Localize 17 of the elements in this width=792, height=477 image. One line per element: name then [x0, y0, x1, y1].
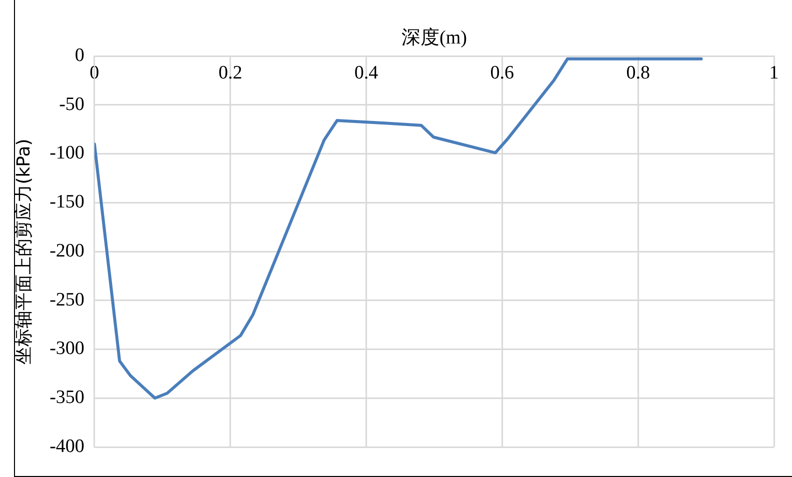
- y-tick-label: -400: [50, 436, 84, 457]
- x-axis-title: 深度(m): [401, 26, 467, 48]
- x-tick-label: 0.6: [490, 62, 514, 84]
- y-tick-label: -150: [50, 192, 84, 213]
- y-tick-label: -350: [50, 387, 84, 408]
- y-tick-label: 0: [74, 44, 84, 66]
- y-tick-label: -100: [50, 142, 84, 164]
- y-tick-label: -250: [50, 289, 84, 310]
- y-tick-label: -300: [50, 338, 84, 360]
- x-tick-label: 0.2: [218, 62, 242, 84]
- x-tick-label: 0.4: [354, 62, 379, 84]
- x-tick-label: 0.8: [626, 62, 650, 84]
- x-tick-label: 1: [769, 62, 779, 84]
- x-tick-label: 0: [90, 62, 100, 84]
- y-tick-label: -50: [59, 94, 84, 115]
- y-axis-title: 坐标轴平面上的剪应力(kPa): [13, 138, 34, 364]
- y-tick-label: -200: [50, 240, 84, 262]
